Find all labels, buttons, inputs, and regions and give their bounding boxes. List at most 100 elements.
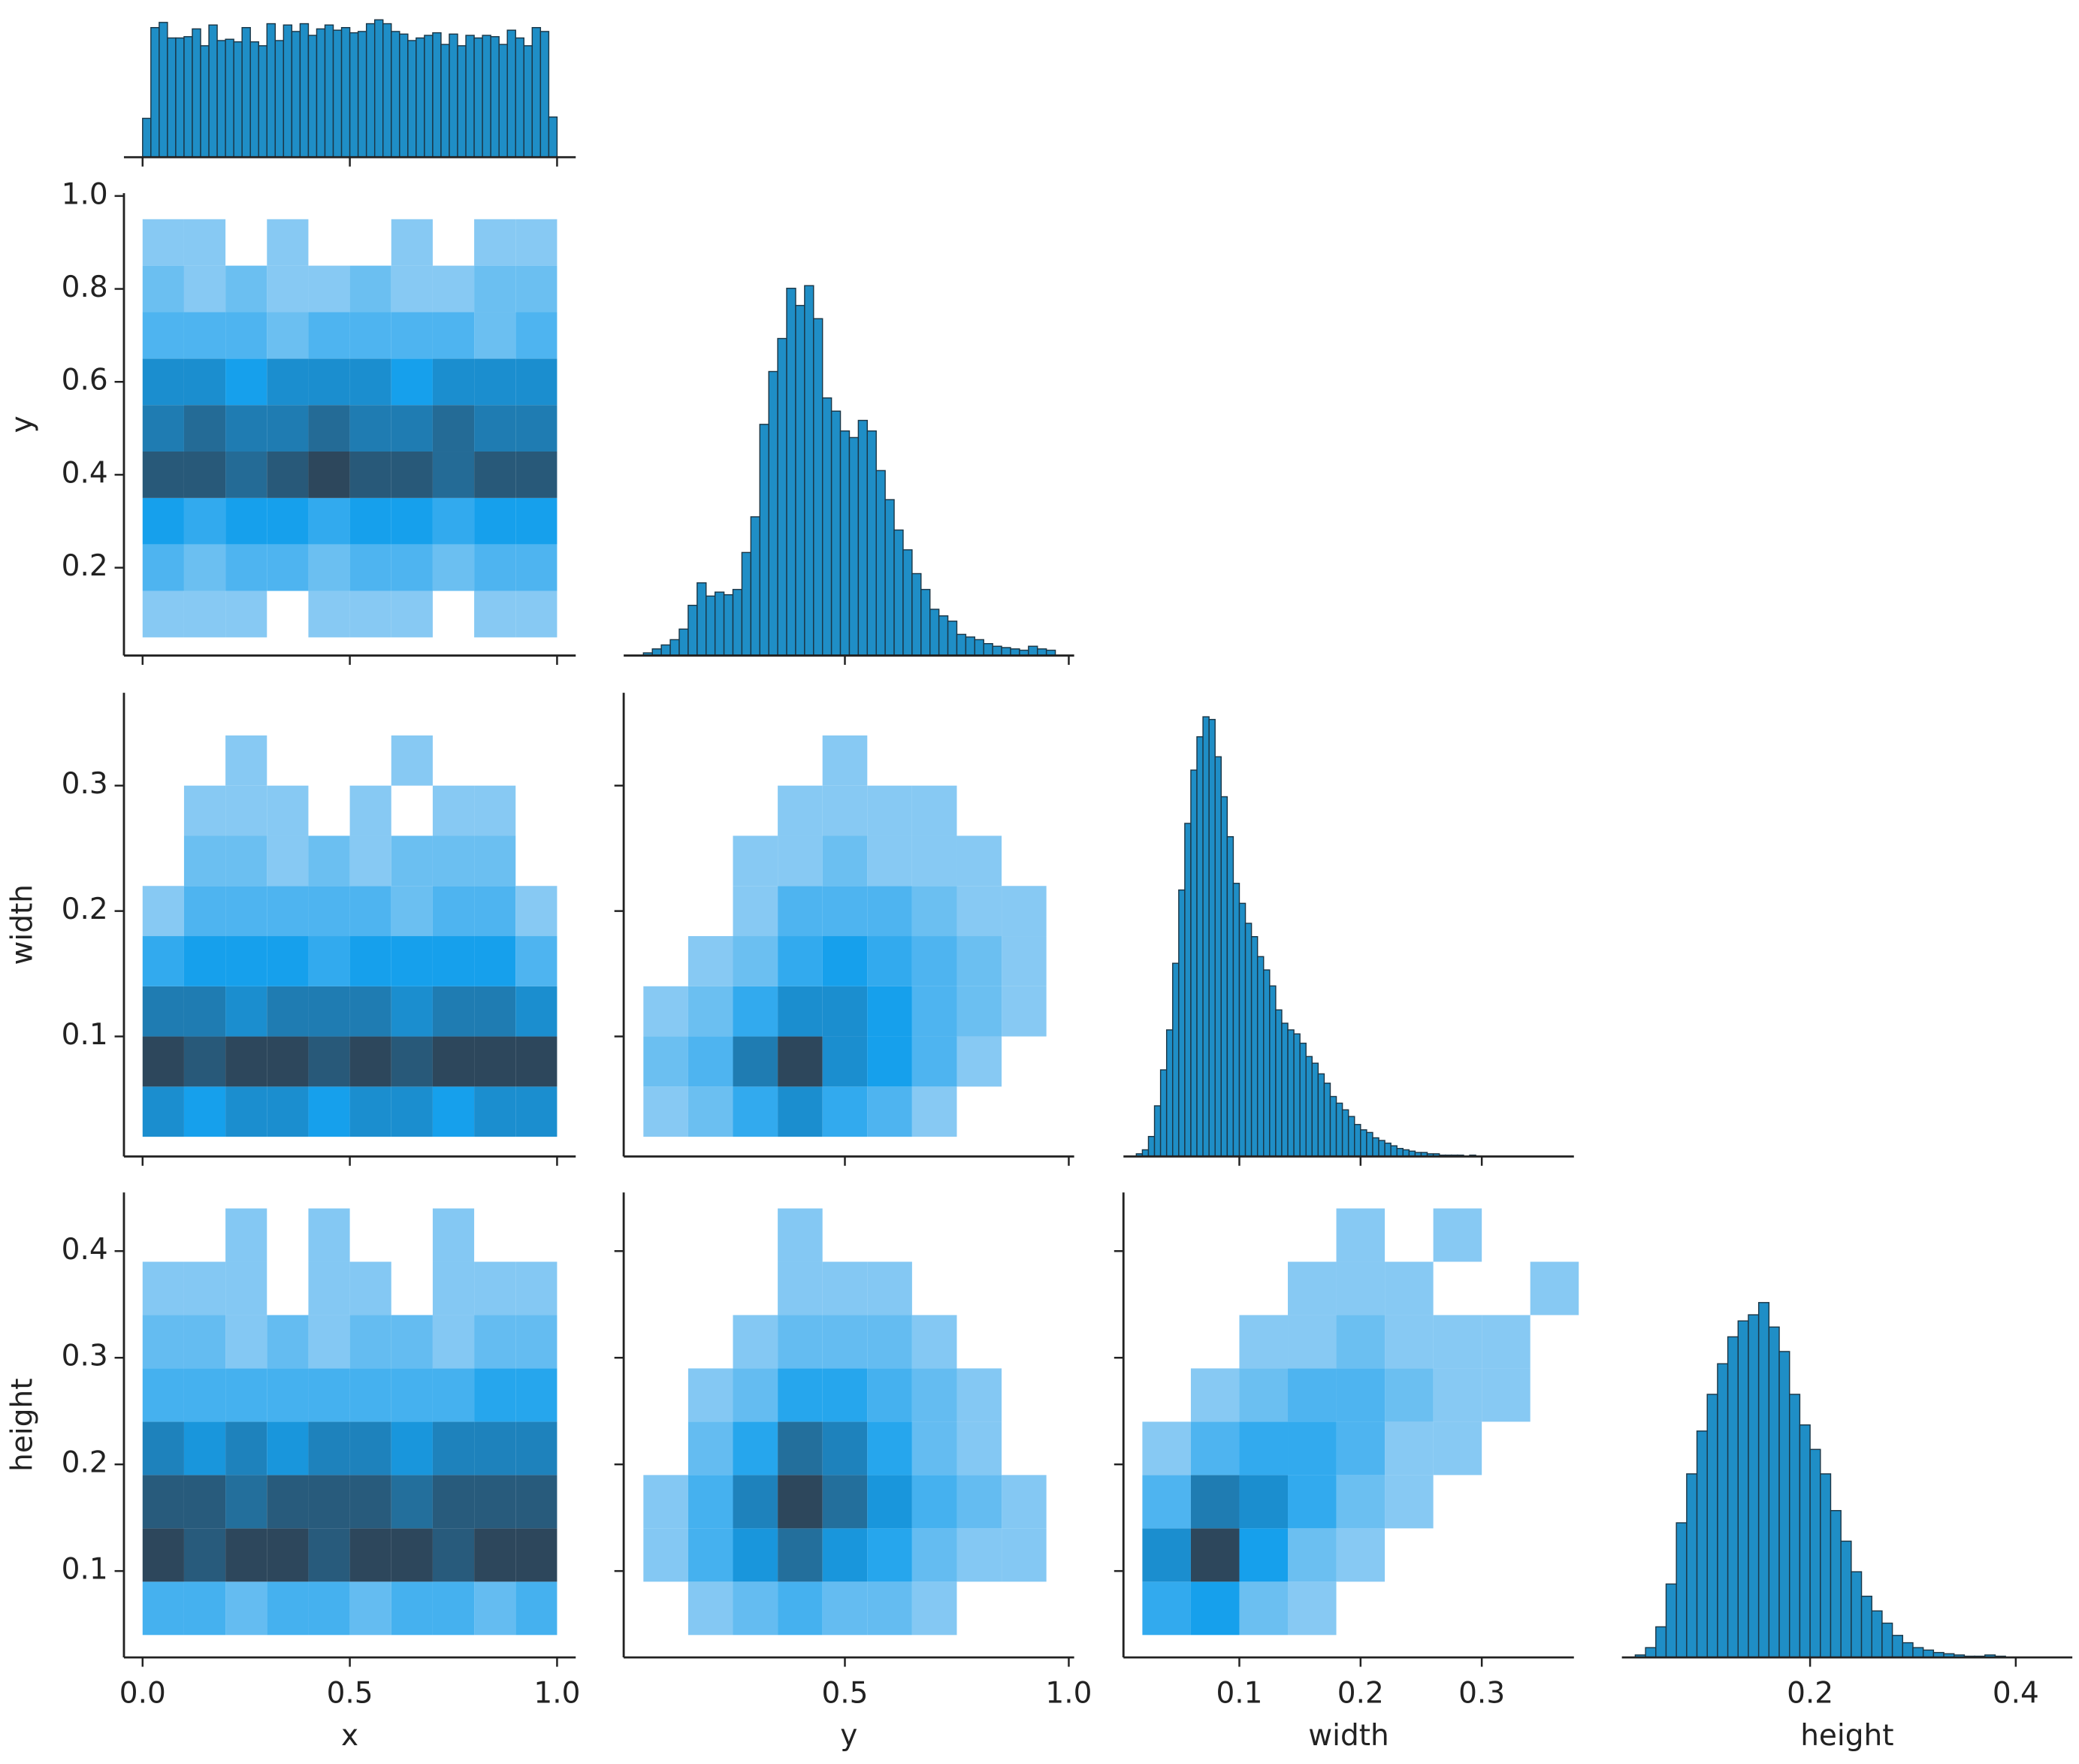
heat-cell xyxy=(183,1368,226,1422)
y-tick-label: 0.2 xyxy=(62,1446,108,1480)
heat-cell xyxy=(391,735,433,786)
heat-cell xyxy=(515,1475,558,1529)
heat-cell xyxy=(1288,1528,1337,1582)
x-tick-label: 1.0 xyxy=(533,1676,580,1710)
heat-cell xyxy=(867,1421,912,1476)
bar xyxy=(839,430,851,657)
heat-cell xyxy=(391,405,433,452)
heat-cell xyxy=(1239,1421,1289,1476)
bar xyxy=(515,37,525,158)
bar xyxy=(902,549,913,657)
heat-cell xyxy=(474,405,516,452)
heat-cell xyxy=(142,1036,184,1087)
heat-cell xyxy=(822,986,868,1037)
heat-cell xyxy=(687,1581,733,1636)
heat-cell xyxy=(515,1421,558,1476)
heat-cell xyxy=(733,1421,778,1476)
y-tick-label: 0.6 xyxy=(62,364,108,397)
heat-cell xyxy=(225,886,267,937)
heat-cell xyxy=(1336,1528,1385,1582)
bar xyxy=(208,24,218,158)
heat-cell xyxy=(142,591,184,638)
bar xyxy=(1655,1626,1667,1658)
heat-cell xyxy=(225,1528,267,1582)
heat-cell xyxy=(778,886,823,937)
bar xyxy=(490,36,500,158)
heat-cell xyxy=(956,1528,1002,1582)
heat-cell xyxy=(349,1086,391,1137)
heat-cell xyxy=(308,1086,350,1137)
heat-cell xyxy=(474,358,516,406)
bar xyxy=(1384,1142,1392,1158)
heat-cell xyxy=(225,1261,267,1315)
heat-cell xyxy=(432,358,475,406)
heat-cell xyxy=(778,1421,823,1476)
heat-cell xyxy=(911,986,957,1037)
heat-cell xyxy=(1239,1368,1289,1422)
heat-cell xyxy=(225,1475,267,1529)
bar xyxy=(1748,1314,1760,1658)
heat-cell xyxy=(822,936,868,986)
heat-cell xyxy=(391,1475,433,1529)
heat-cell xyxy=(349,986,391,1037)
heat-cell xyxy=(267,1421,309,1476)
heat-cell xyxy=(911,1315,957,1369)
heat-cell xyxy=(474,452,516,498)
x-tick-label: 0.0 xyxy=(119,1676,166,1710)
heat-cell xyxy=(267,497,309,545)
heat-cell xyxy=(267,1086,309,1137)
bar xyxy=(1250,936,1259,1158)
heat-cell xyxy=(643,1475,688,1529)
heat-cell xyxy=(142,405,184,452)
heat-cell xyxy=(349,1475,391,1529)
heat-cell xyxy=(308,497,350,545)
bar xyxy=(266,23,276,158)
heat-cell xyxy=(956,835,1002,887)
heat-cell xyxy=(911,785,957,836)
heat-cell xyxy=(267,544,309,591)
bar xyxy=(440,44,450,158)
heat-cell xyxy=(778,1261,823,1315)
heat-cell xyxy=(225,986,267,1037)
heat-cell xyxy=(391,986,433,1037)
heat-cell xyxy=(267,358,309,406)
heat-cell xyxy=(911,1036,957,1087)
heat-cell xyxy=(1142,1475,1191,1529)
heat-cell xyxy=(515,312,558,359)
bar xyxy=(159,22,168,158)
heat-cell xyxy=(391,1315,433,1369)
y-axis-label: width xyxy=(5,884,39,965)
heat-cell xyxy=(183,1528,226,1582)
heat-cell xyxy=(349,886,391,937)
heat-cell xyxy=(267,835,309,887)
bar xyxy=(465,35,475,158)
y-tick-label: 0.4 xyxy=(62,1233,108,1267)
y-tick-label: 0.4 xyxy=(62,456,108,490)
heat-cell xyxy=(1336,1208,1385,1262)
heat-cell xyxy=(225,835,267,887)
heat-cell xyxy=(867,1475,912,1529)
bar xyxy=(857,419,869,657)
heat-cell xyxy=(183,1086,226,1137)
heat-cell xyxy=(474,1261,516,1315)
heat-cell xyxy=(225,1421,267,1476)
heat-cell xyxy=(778,785,823,836)
heat-cell xyxy=(349,591,391,638)
heat-cell xyxy=(183,1315,226,1369)
bar xyxy=(365,23,376,158)
heat-cell xyxy=(733,835,778,887)
bar xyxy=(1341,1109,1349,1158)
heat-cell xyxy=(432,1528,475,1582)
bar xyxy=(415,37,425,158)
bar xyxy=(316,28,326,158)
heat-cell xyxy=(474,312,516,359)
bar xyxy=(911,572,922,657)
heat-cell xyxy=(349,785,391,836)
bar xyxy=(1378,1140,1385,1158)
heat-cell xyxy=(142,219,184,266)
heat-cell xyxy=(391,265,433,313)
bar xyxy=(1881,1622,1893,1658)
heat-cell xyxy=(822,1368,868,1422)
bar xyxy=(382,23,392,158)
bar xyxy=(938,615,949,657)
